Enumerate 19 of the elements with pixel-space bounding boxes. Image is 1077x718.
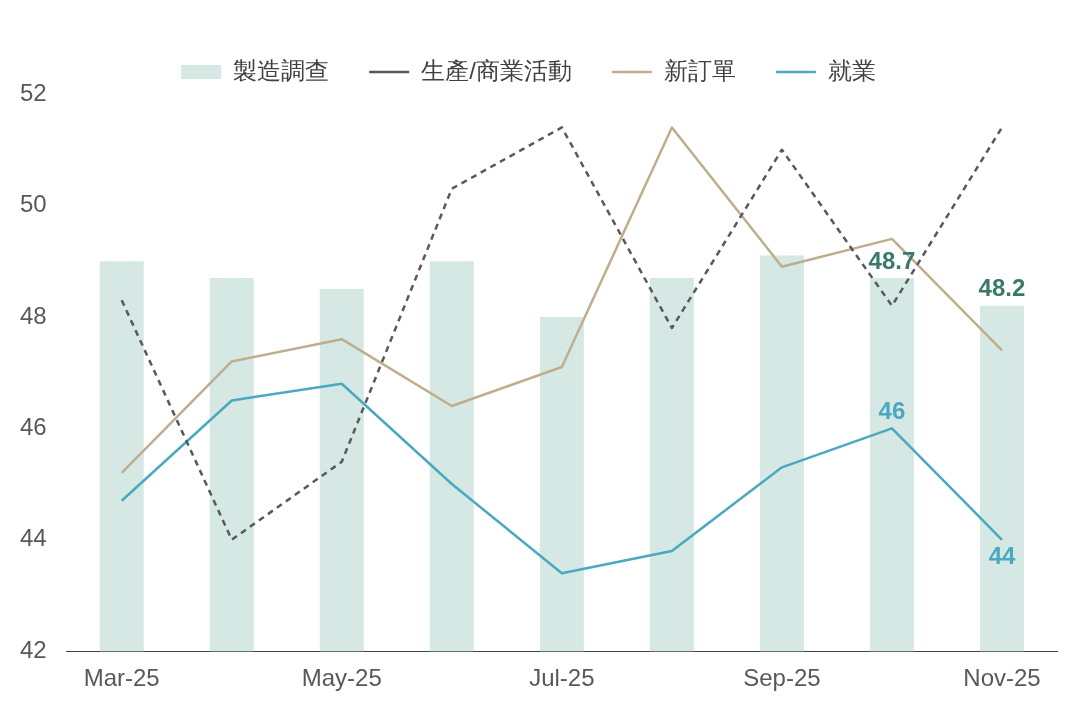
y-tick-label: 42 — [19, 635, 47, 663]
x-tick-label: May-25 — [301, 664, 382, 692]
x-tick-label: Jul-25 — [529, 664, 595, 692]
data-label: 46 — [878, 396, 906, 424]
x-tick-label: Mar-25 — [83, 664, 160, 692]
data-label: 48.7 — [868, 246, 916, 274]
y-tick-label: 48 — [19, 301, 47, 329]
legend-label: 新訂單 — [663, 56, 736, 84]
y-tick-label: 44 — [19, 524, 47, 552]
legend-label: 就業 — [827, 56, 876, 84]
y-tick-label: 52 — [19, 78, 47, 106]
legend-label: 製造調查 — [233, 56, 330, 84]
x-tick-label: Nov-25 — [963, 664, 1041, 692]
y-tick-label: 46 — [19, 412, 47, 440]
x-tick-label: Sep-25 — [743, 664, 821, 692]
y-tick-label: 50 — [19, 190, 47, 218]
legend-label: 生產/商業活動 — [421, 56, 572, 84]
data-label: 48.2 — [978, 274, 1026, 302]
data-label: 44 — [988, 542, 1016, 570]
